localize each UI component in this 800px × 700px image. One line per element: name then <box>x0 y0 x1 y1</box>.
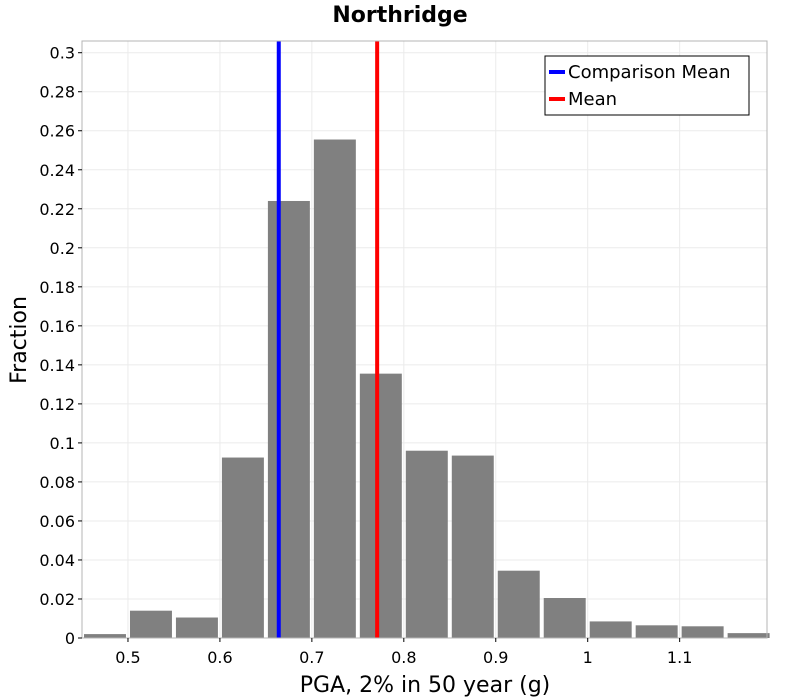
legend-label-comparison-mean: Comparison Mean <box>568 62 731 83</box>
legend-label-mean: Mean <box>568 89 617 110</box>
histogram-bar <box>267 200 310 638</box>
y-tick-label: 0.14 <box>39 356 75 375</box>
y-tick-label: 0.2 <box>50 239 75 258</box>
x-axis-label: PGA, 2% in 50 year (g) <box>300 673 551 698</box>
histogram-bar <box>589 621 632 638</box>
histogram-bar <box>359 373 402 638</box>
chart-title: Northridge <box>332 3 467 28</box>
y-tick-label: 0.3 <box>50 44 75 63</box>
histogram-bar <box>405 450 448 638</box>
x-tick-label: 1 <box>583 648 593 667</box>
histogram-bar <box>635 625 678 638</box>
legend-box <box>544 55 750 116</box>
histogram-bar <box>84 634 126 638</box>
legend: Comparison Mean Mean <box>544 55 750 116</box>
x-axis-ticks: 0.5 0.6 0.7 0.8 0.9 1 1.1 <box>115 638 692 667</box>
histogram-bar <box>497 570 540 638</box>
y-tick-label: 0.02 <box>39 590 75 609</box>
y-axis-ticks: 0 0.02 0.04 0.06 0.08 0.1 0.12 0.14 0.16 0.18 0.2 0… <box>39 44 82 648</box>
x-tick-label: 0.7 <box>299 648 324 667</box>
y-tick-label: 0.26 <box>39 122 75 141</box>
y-tick-label: 0.12 <box>39 395 75 414</box>
mean-lines <box>276 41 380 638</box>
histogram-bar <box>727 633 770 638</box>
histogram-bar <box>543 598 586 638</box>
histogram-bar <box>129 610 172 638</box>
histogram-bar <box>221 457 264 638</box>
y-tick-label: 0.04 <box>39 551 75 570</box>
y-tick-label: 0.28 <box>39 83 75 102</box>
y-tick-label: 0.24 <box>39 161 75 180</box>
x-tick-label: 0.5 <box>115 648 140 667</box>
histogram-bars <box>84 139 770 638</box>
x-tick-label: 1.1 <box>667 648 692 667</box>
x-tick-label: 0.9 <box>483 648 508 667</box>
y-tick-label: 0.16 <box>39 317 75 336</box>
histogram-bar <box>313 139 356 638</box>
plot-area-border <box>81 40 768 639</box>
y-tick-label: 0.06 <box>39 512 75 531</box>
y-tick-label: 0.1 <box>50 434 75 453</box>
y-tick-label: 0.08 <box>39 473 75 492</box>
histogram-bar <box>681 626 724 638</box>
y-axis-label: Fraction <box>7 296 32 384</box>
y-tick-label: 0.22 <box>39 200 75 219</box>
histogram-bar <box>175 617 218 638</box>
x-tick-label: 0.6 <box>207 648 232 667</box>
y-tick-label: 0.18 <box>39 278 75 297</box>
y-tick-label: 0 <box>65 629 75 648</box>
histogram-bar <box>451 455 494 638</box>
x-tick-label: 0.8 <box>391 648 416 667</box>
grid-lines <box>82 41 767 639</box>
